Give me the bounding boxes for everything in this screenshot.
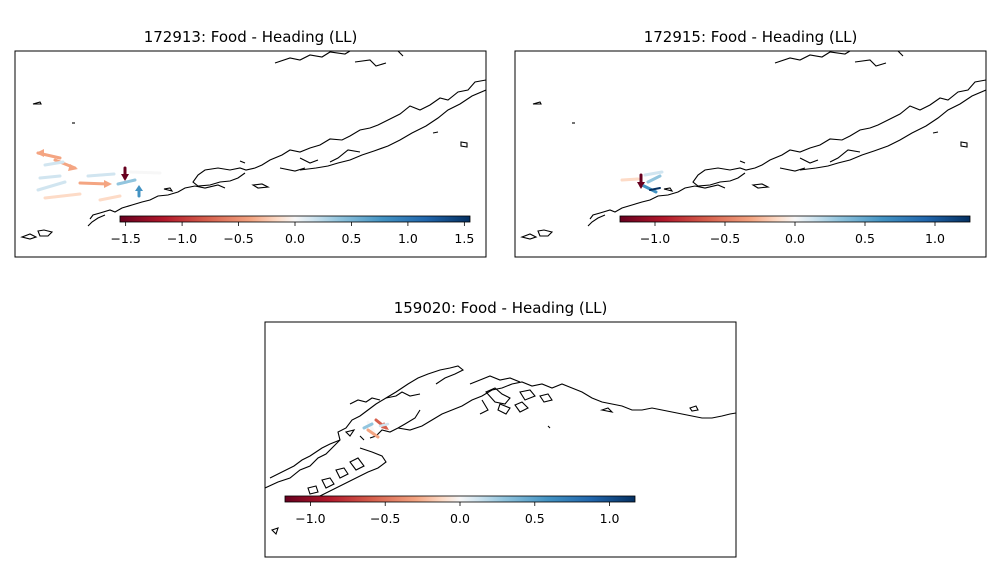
arrow-head	[637, 182, 645, 189]
colorbar-gradient	[284, 495, 636, 503]
colorbar-tick-label: 0.5	[855, 231, 875, 246]
panel-1-title: 172913: Food - Heading (LL)	[143, 28, 358, 46]
colorbar-tick-label: 0.5	[525, 511, 545, 526]
colorbar-tick-label: −1.0	[295, 511, 325, 526]
colorbar-tick-label: −0.5	[710, 231, 740, 246]
heading-arrow	[36, 180, 67, 192]
heading-arrow	[38, 174, 62, 180]
colorbar-tick-label: −1.5	[110, 231, 140, 246]
panel-3-title: 159020: Food - Heading (LL)	[393, 299, 608, 317]
colorbar-tick-label: 0.0	[450, 511, 470, 526]
heading-arrow	[366, 420, 376, 434]
arrow-head	[36, 149, 44, 157]
arrow-head	[135, 185, 143, 191]
heading-arrow	[128, 170, 162, 175]
panel-3-colorbar: −1.0 −0.5 0.0 0.5 1.0	[284, 495, 636, 526]
heading-arrow	[366, 428, 380, 439]
colorbar-tick-label: 1.0	[925, 231, 945, 246]
panel-2-title: 172915: Food - Heading (LL)	[643, 28, 858, 46]
colorbar-tick-label: 0.0	[285, 231, 305, 246]
heading-arrow	[43, 192, 82, 200]
colorbar-ticks: −1.0 −0.5 0.0 0.5 1.0	[295, 502, 620, 526]
colorbar-tick-label: −1.0	[167, 231, 197, 246]
heading-arrow	[78, 181, 110, 186]
colorbar-gradient	[619, 215, 971, 223]
panel-2-coastline	[520, 51, 986, 240]
heading-arrow	[362, 422, 374, 430]
colorbar-tick-label: −0.5	[223, 231, 253, 246]
panel-2-frame	[514, 50, 987, 258]
arrow-head	[68, 164, 78, 171]
panel-3-frame	[264, 321, 737, 558]
colorbar-tick-label: 1.0	[398, 231, 418, 246]
panel-1-frame	[14, 50, 487, 258]
colorbar-tick-label: 1.0	[600, 511, 620, 526]
colorbar-tick-label: 0.0	[785, 231, 805, 246]
panel-1-colorbar: −1.5 −1.0 −0.5 0.0 0.5 1.0 1.5	[110, 215, 474, 246]
colorbar-ticks: −1.0 −0.5 0.0 0.5 1.0	[640, 222, 945, 246]
heading-arrow	[646, 174, 662, 184]
heading-arrow	[378, 422, 390, 428]
panel-2-map: −1.0 −0.5 0.0 0.5 1.0	[514, 50, 987, 258]
heading-arrow	[620, 177, 640, 182]
heading-arrow	[98, 194, 122, 202]
heading-arrow	[86, 172, 116, 178]
panel-3-coastline	[265, 365, 736, 536]
panel-2-heading-arrows	[620, 170, 664, 194]
colorbar-tick-label: −0.5	[370, 511, 400, 526]
panel-2-colorbar: −1.0 −0.5 0.0 0.5 1.0	[619, 215, 971, 246]
colorbar-ticks: −1.5 −1.0 −0.5 0.0 0.5 1.0 1.5	[110, 222, 474, 246]
panel-1-coastline	[20, 51, 486, 240]
panel-3-map: −1.0 −0.5 0.0 0.5 1.0	[264, 321, 737, 558]
arrow-head	[121, 174, 129, 181]
colorbar-tick-label: 1.5	[454, 231, 474, 246]
panel-3-heading-arrows	[362, 418, 390, 439]
heading-arrow	[43, 160, 65, 167]
heading-arrow	[116, 178, 137, 186]
panel-1-map: −1.5 −1.0 −0.5 0.0 0.5 1.0 1.5	[14, 50, 487, 258]
heading-arrow	[649, 187, 661, 191]
arrow-head	[104, 180, 112, 188]
colorbar-tick-label: 0.5	[342, 231, 362, 246]
colorbar-gradient	[119, 215, 471, 223]
heading-arrow	[643, 170, 664, 177]
colorbar-tick-label: −1.0	[640, 231, 670, 246]
panel-1-heading-arrows	[36, 149, 162, 202]
